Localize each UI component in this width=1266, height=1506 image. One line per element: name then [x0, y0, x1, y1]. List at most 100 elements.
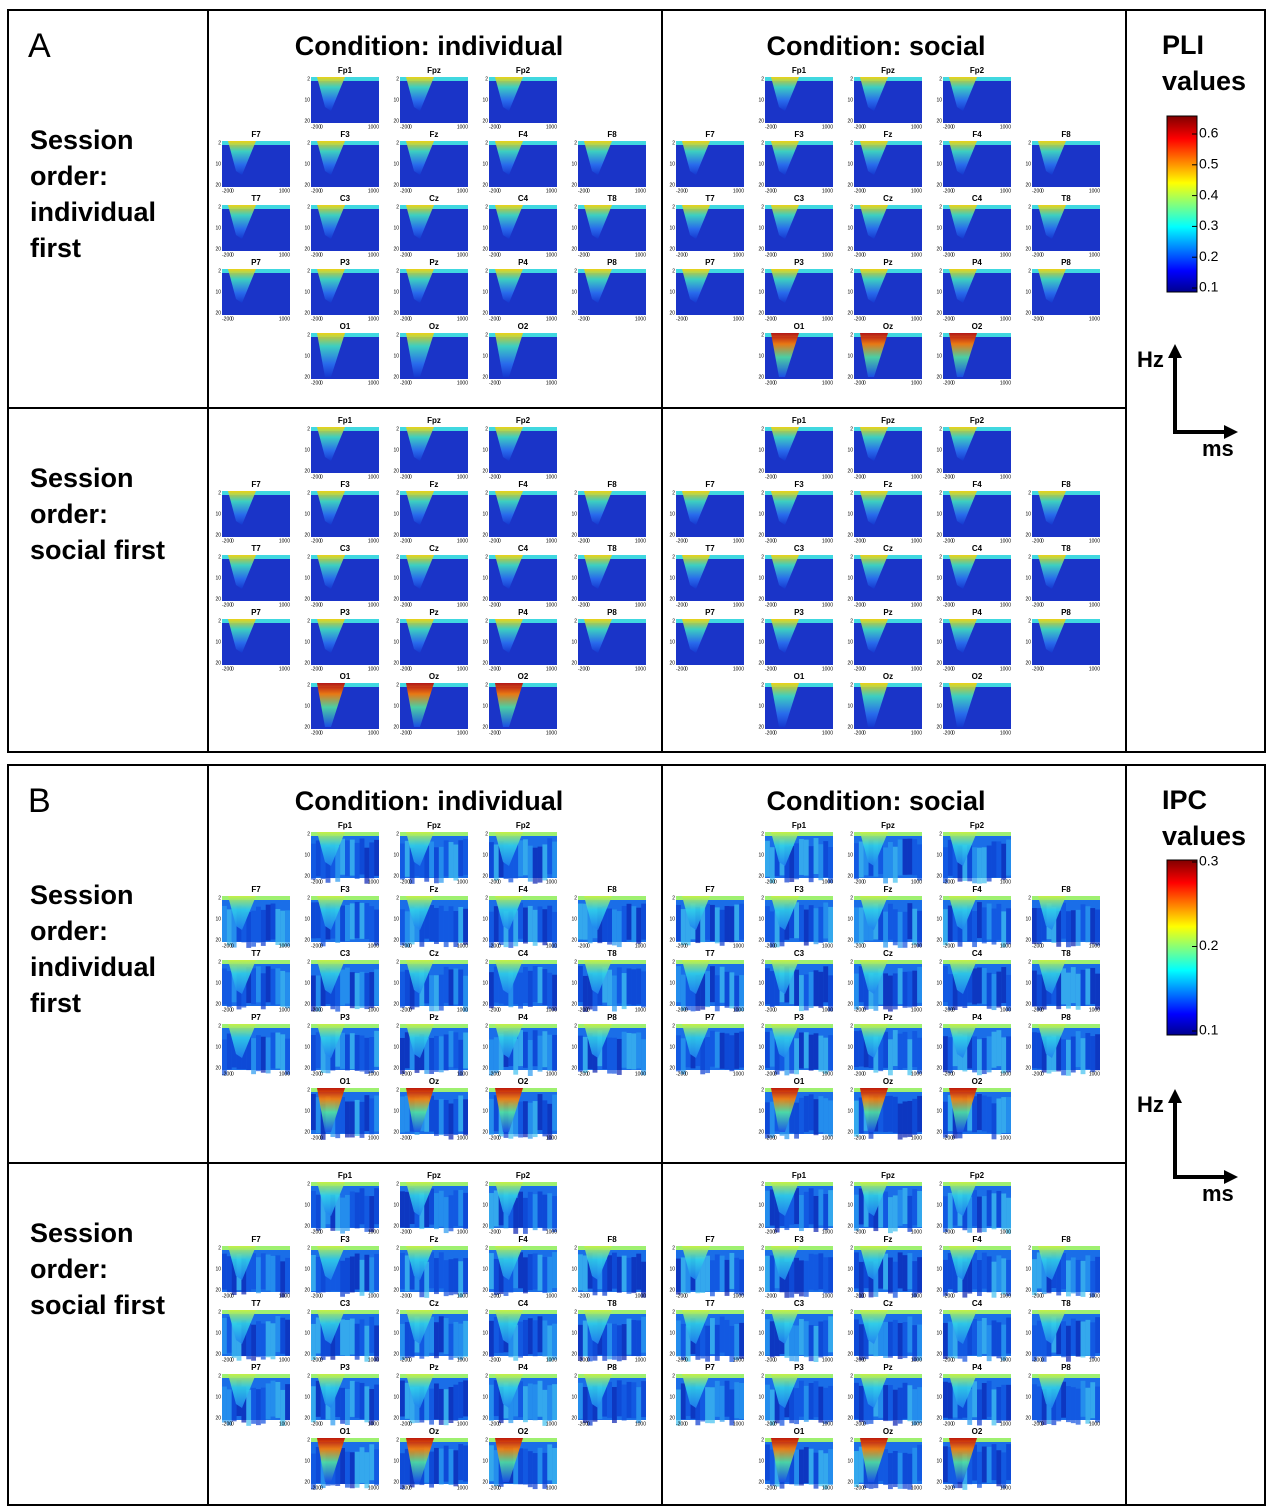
map-noise: [804, 1192, 809, 1228]
map-y-tick: 10: [847, 703, 853, 709]
map-noise: [439, 847, 444, 883]
map-noise: [804, 974, 809, 1010]
map-noise: [907, 1385, 912, 1421]
map-x-tick: 0: [409, 666, 412, 672]
map-y-tick: 10: [1025, 511, 1031, 517]
map-noise: [1081, 904, 1086, 940]
map-noise: [893, 1320, 898, 1356]
map-noise: [528, 1383, 533, 1419]
map-x-tick: 1000: [911, 1135, 922, 1141]
map-y-tick: 10: [304, 1266, 310, 1272]
map-noise: [227, 1256, 232, 1292]
row-label: order:: [30, 916, 108, 946]
colorbar-tick-label: 0.1: [1199, 1022, 1219, 1038]
map-noise: [883, 912, 888, 948]
electrode-label: O2: [972, 672, 983, 681]
time-frequency-map: [854, 1246, 922, 1298]
electrode-label: F3: [794, 480, 804, 489]
map-noise: [266, 1037, 271, 1073]
map-y-tick: 20: [393, 1065, 399, 1071]
map-y-tick: 10: [758, 447, 764, 453]
map-y-tick: 10: [304, 447, 310, 453]
map-y-tick: 20: [758, 182, 764, 188]
map-noise: [948, 1383, 953, 1419]
time-frequency-map: [578, 619, 646, 665]
map-y-tick: 10: [304, 97, 310, 103]
map-x-tick: 1000: [546, 124, 557, 130]
map-noise: [1037, 1033, 1042, 1069]
electrode-label: P3: [340, 608, 350, 617]
electrode-label: Fp1: [792, 66, 807, 75]
map-noise: [987, 1036, 992, 1072]
map-noise: [903, 1453, 908, 1489]
map-x-tick: 1000: [635, 1293, 646, 1299]
map-x-tick: 1000: [368, 602, 379, 608]
electrode-label: T8: [1061, 544, 1071, 553]
map-x-tick: 1000: [911, 380, 922, 386]
map-noise: [948, 974, 953, 1010]
map-noise: [552, 975, 557, 1011]
map-noise: [617, 1325, 622, 1361]
map-noise: [578, 904, 583, 940]
map-y-tick: 10: [215, 575, 221, 581]
map-noise: [400, 909, 405, 945]
row-label: Session: [30, 1218, 134, 1248]
map-y-tick: 2: [761, 1309, 764, 1315]
map-noise: [434, 1036, 439, 1072]
map-y-tick: 2: [939, 831, 942, 837]
map-noise: [641, 971, 646, 1007]
electrode-label: C3: [794, 1299, 805, 1308]
map-noise: [453, 1190, 458, 1226]
map-x-tick: 1000: [279, 1421, 290, 1427]
map-noise: [528, 1040, 533, 1076]
map-noise: [725, 906, 730, 942]
map-y-tick: 2: [574, 204, 577, 210]
row-label: social first: [30, 1290, 165, 1320]
map-noise: [1071, 1257, 1076, 1293]
map-y-tick: 20: [393, 937, 399, 943]
map-noise: [809, 1449, 814, 1485]
map-noise: [528, 1192, 533, 1228]
map-noise: [1076, 1260, 1081, 1296]
map-x-tick: 1000: [457, 1135, 468, 1141]
map-noise: [280, 911, 285, 947]
map-x-tick: 1000: [279, 1293, 290, 1299]
map-noise: [434, 1322, 439, 1358]
map-x-tick: 1000: [635, 538, 646, 544]
map-noise: [340, 1388, 345, 1424]
map-y-tick: 10: [758, 703, 764, 709]
map-noise: [818, 972, 823, 1008]
map-noise: [583, 1387, 588, 1423]
map-y-tick: 20: [215, 1287, 221, 1293]
map-y-tick: 10: [758, 289, 764, 295]
electrode-label: O1: [340, 672, 351, 681]
map-y-tick: 2: [574, 554, 577, 560]
time-frequency-map: [1032, 205, 1100, 251]
row-label: first: [30, 988, 81, 1018]
map-x-tick: 0: [774, 474, 777, 480]
map-noise: [311, 1324, 316, 1360]
electrode-label: Oz: [429, 672, 439, 681]
arrow-head: [1168, 1089, 1182, 1103]
map-x-tick: 1000: [822, 1229, 833, 1235]
map-y-tick: 2: [939, 426, 942, 432]
map-noise: [251, 1253, 256, 1289]
map-noise: [893, 847, 898, 883]
map-x-tick: 0: [320, 538, 323, 544]
map-noise: [972, 968, 977, 1004]
electrode-label: T7: [251, 544, 261, 553]
map-x-tick: 0: [409, 1135, 412, 1141]
electrode-label: O2: [518, 1077, 529, 1086]
map-x-tick: 0: [498, 538, 501, 544]
map-noise: [1081, 1381, 1086, 1417]
map-y-tick: 20: [482, 532, 488, 538]
map-noise: [898, 912, 903, 948]
map-x-tick: 0: [952, 1293, 955, 1299]
map-y-tick: 10: [669, 1394, 675, 1400]
map-y-tick: 10: [669, 161, 675, 167]
map-y-tick: 20: [393, 596, 399, 602]
map-y-tick: 10: [669, 1266, 675, 1272]
map-y-tick: 10: [847, 353, 853, 359]
map-y-tick: 10: [482, 575, 488, 581]
map-x-tick: 0: [409, 602, 412, 608]
